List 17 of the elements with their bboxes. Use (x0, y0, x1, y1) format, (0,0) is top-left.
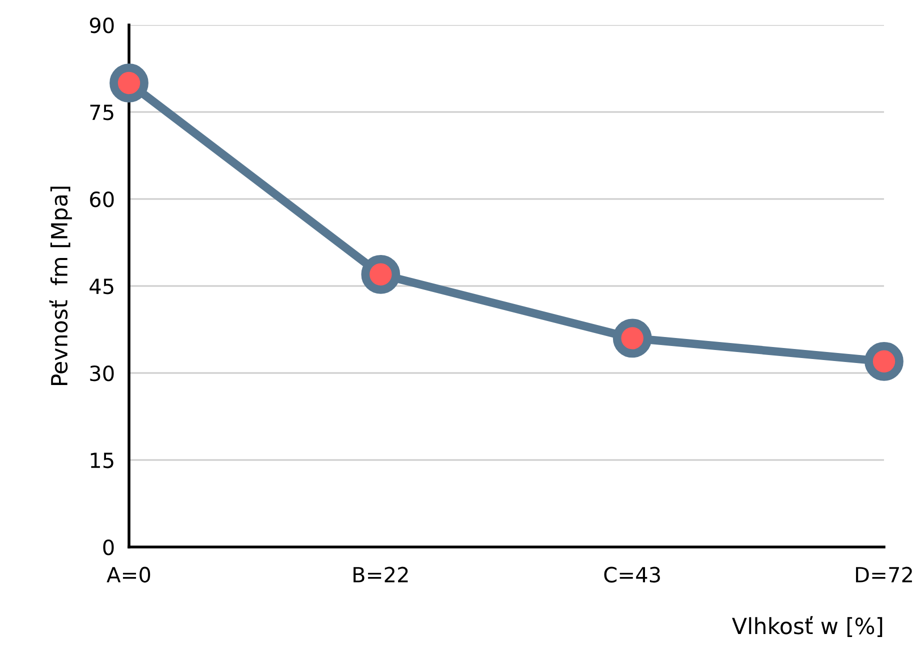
y-tick-label: 45 (90, 278, 114, 294)
y-axis-title: Pevnosť fm [Mpa] (49, 186, 72, 385)
x-tick-label: A=0 (106, 566, 150, 583)
x-tick-label: C=43 (604, 566, 660, 583)
x-axis-title: Vlhkosť w [%] (732, 616, 882, 637)
y-tick-label: 60 (90, 191, 114, 208)
point (612, 318, 652, 358)
point (110, 64, 148, 102)
y-tick-label: 0 (103, 539, 114, 556)
x-tick-label: D=72 (856, 566, 912, 582)
x-tick-label: B=22 (354, 566, 408, 582)
y-tick-label: 75 (90, 104, 114, 120)
y-tick-label: 15 (90, 452, 114, 468)
point (361, 254, 400, 294)
y-tick-label: 90 (90, 17, 114, 34)
y-tick-label: 30 (90, 365, 114, 382)
point (864, 342, 904, 381)
